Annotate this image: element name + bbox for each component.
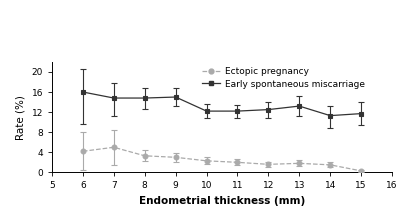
- Legend: Ectopic pregnancy, Early spontaneous miscarriage: Ectopic pregnancy, Early spontaneous mis…: [199, 64, 367, 91]
- X-axis label: Endometrial thickness (mm): Endometrial thickness (mm): [139, 196, 305, 206]
- Y-axis label: Rate (%): Rate (%): [16, 95, 26, 140]
